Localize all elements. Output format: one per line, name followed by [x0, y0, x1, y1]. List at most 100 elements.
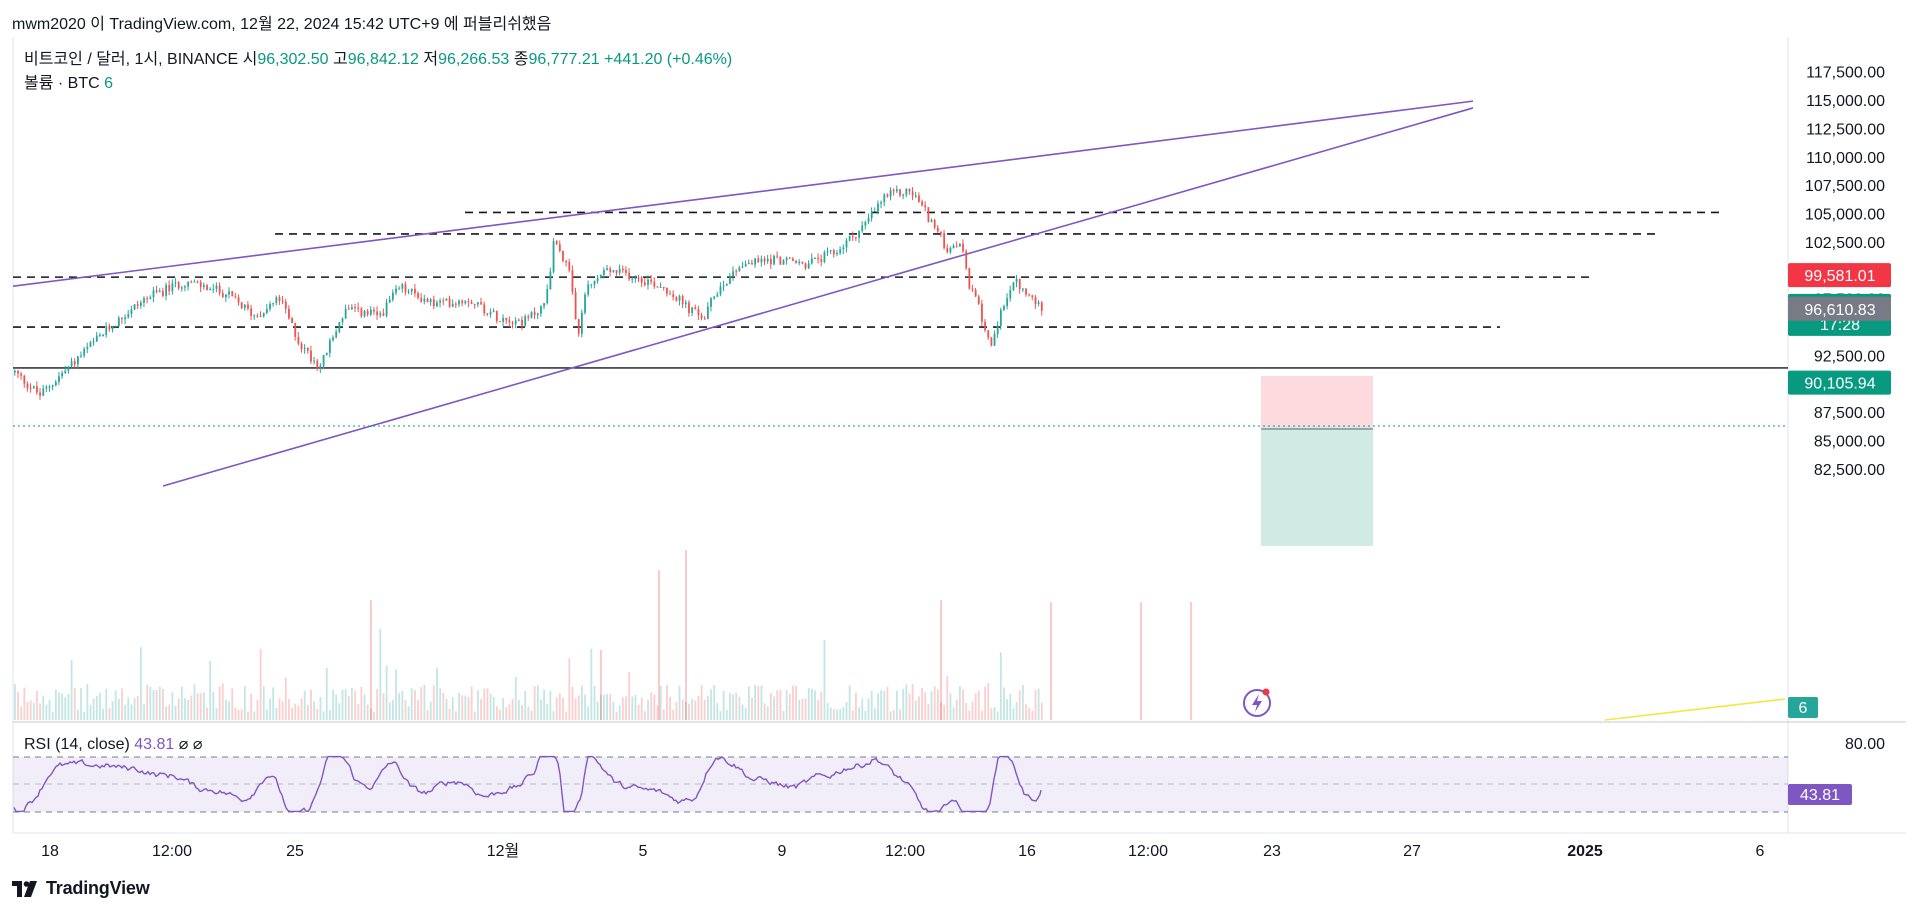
candle [423, 294, 426, 305]
volume-bar [703, 699, 706, 720]
volume-bar [713, 684, 716, 720]
candle [508, 316, 511, 328]
volume-bar [716, 703, 719, 720]
candle [209, 287, 212, 291]
volume-bar [121, 688, 123, 720]
candle [329, 338, 331, 358]
volume-bar [577, 695, 580, 720]
take-profit-zone[interactable] [1261, 427, 1373, 546]
volume-bar [514, 676, 517, 720]
candle [959, 243, 961, 247]
volume-bar [111, 701, 114, 720]
volume-bar [231, 688, 234, 720]
trendline[interactable] [162, 107, 1474, 487]
trendline[interactable] [12, 100, 1474, 287]
candle [634, 275, 637, 283]
candle [225, 294, 227, 302]
volume-bar [439, 688, 442, 720]
time-axis[interactable]: 18 12:00 25 12월 5 9 12:00 16 12:00 23 27 2025 6 [41, 842, 1764, 860]
candle [713, 296, 716, 300]
trendlines[interactable] [12, 100, 1474, 487]
candle [48, 384, 51, 392]
candle [58, 371, 60, 386]
volume-bar [877, 693, 879, 720]
candle [675, 295, 678, 302]
price-tick: 112,500.00 [1806, 121, 1885, 138]
candle [502, 314, 505, 327]
candle [918, 192, 920, 203]
volume-bar [158, 686, 161, 720]
volume-bar [658, 570, 660, 720]
candle [921, 199, 923, 207]
time-tick: 18 [41, 843, 59, 860]
volume-bar [996, 711, 999, 720]
candle [429, 297, 432, 306]
volume-bar [621, 697, 624, 720]
candle [168, 280, 171, 296]
candle [637, 274, 640, 282]
volume-bar [155, 690, 158, 720]
candle [968, 267, 971, 290]
volume-bar [609, 694, 612, 720]
yellow-line[interactable] [1604, 698, 1786, 721]
candle [848, 235, 851, 242]
volume-bar [684, 701, 687, 720]
volume-bar [845, 702, 848, 720]
volume-bar [754, 684, 757, 720]
volume-bar [108, 708, 111, 720]
candle [360, 307, 363, 319]
candle [644, 277, 646, 287]
volume-bar [826, 702, 829, 720]
volume-bar [127, 697, 130, 720]
volume-bar [325, 667, 328, 720]
candle [877, 200, 879, 215]
volume-bar [187, 699, 190, 720]
volume-bar [1012, 708, 1015, 720]
volume-bar [593, 685, 596, 720]
volume-bar [776, 690, 779, 720]
stop-loss-zone[interactable] [1261, 376, 1373, 427]
candle [669, 290, 671, 295]
candle [826, 247, 829, 256]
volume-bar [376, 689, 379, 720]
candle [842, 244, 845, 255]
volume-bar [574, 697, 577, 720]
volume-bar [215, 708, 218, 720]
price-tick: 92,500.00 [1814, 348, 1885, 365]
time-tick: 12월 [487, 842, 520, 860]
rsi-hide-icon-2[interactable]: ⌀ [193, 736, 203, 753]
volume-bar [373, 711, 375, 720]
volume-bar [95, 696, 98, 720]
volume-bar [640, 697, 643, 720]
alert-lightning-icon[interactable] [1243, 688, 1271, 717]
candle [807, 260, 810, 269]
candle [754, 258, 757, 268]
candle [650, 274, 653, 285]
horizontal-levels[interactable] [13, 211, 1788, 369]
svg-text:6: 6 [1799, 700, 1808, 717]
volume-bar [782, 710, 785, 720]
volume-bar [1028, 707, 1031, 720]
candle [36, 381, 38, 395]
rsi-hide-icon[interactable]: ⌀ [179, 736, 193, 753]
candle [590, 284, 593, 289]
time-tick: 12:00 [1128, 843, 1168, 860]
volume-bar [313, 701, 316, 720]
candle [776, 251, 779, 259]
candle [672, 290, 675, 301]
candle [322, 354, 325, 369]
legend-close-value: 96,777.21 [528, 51, 604, 68]
publisher-line: mwm2020 이 TradingView.com, 12월 22, 2024 … [12, 16, 552, 33]
volume-bar [168, 704, 171, 720]
candle [927, 207, 930, 223]
legend-open-label: 시 [243, 51, 258, 68]
volume-bar [23, 687, 26, 720]
volume-bar [470, 686, 473, 720]
candlesticks [14, 185, 1043, 400]
volume-bar [29, 700, 32, 720]
candle [284, 298, 287, 314]
volume-bar [316, 708, 319, 720]
volume-bar [130, 704, 133, 720]
volume-bar [250, 693, 253, 720]
